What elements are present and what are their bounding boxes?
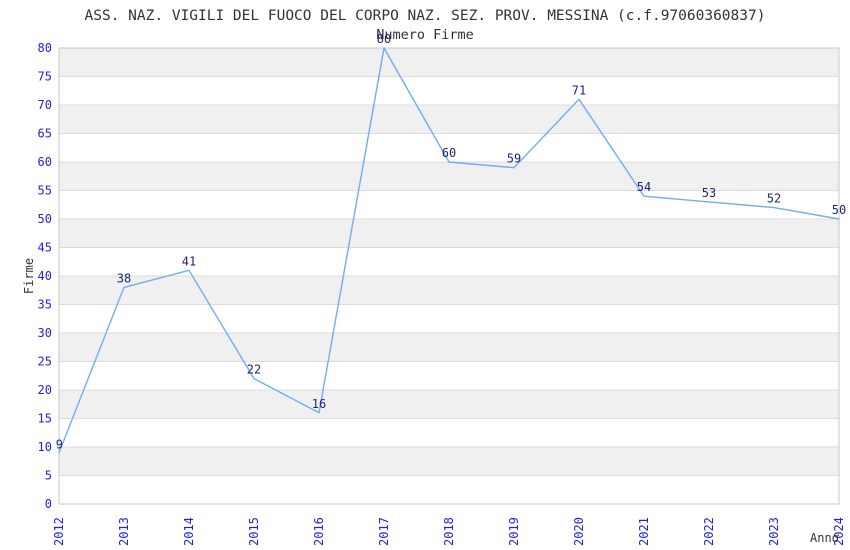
x-axis-title: Anno bbox=[810, 531, 839, 545]
data-label: 59 bbox=[507, 152, 521, 166]
x-tick-label: 2013 bbox=[117, 517, 131, 546]
y-tick-label: 65 bbox=[38, 127, 52, 141]
y-tick-label: 20 bbox=[38, 383, 52, 397]
y-tick-label: 60 bbox=[38, 155, 52, 169]
x-tick-label: 2019 bbox=[507, 517, 521, 546]
y-tick-label: 80 bbox=[38, 41, 52, 55]
y-tick-label: 35 bbox=[38, 298, 52, 312]
grid-band bbox=[59, 390, 839, 419]
grid-band bbox=[59, 162, 839, 191]
data-label: 54 bbox=[637, 180, 651, 194]
y-tick-label: 50 bbox=[38, 212, 52, 226]
x-tick-label: 2023 bbox=[767, 517, 781, 546]
grid-band bbox=[59, 276, 839, 305]
x-tick-label: 2016 bbox=[312, 517, 326, 546]
chart-title: ASS. NAZ. VIGILI DEL FUOCO DEL CORPO NAZ… bbox=[84, 8, 766, 24]
grid-band bbox=[59, 447, 839, 476]
grid-band bbox=[59, 48, 839, 77]
y-tick-label: 45 bbox=[38, 241, 52, 255]
y-tick-label: 25 bbox=[38, 355, 52, 369]
y-tick-label: 0 bbox=[45, 497, 52, 511]
plot-border bbox=[58, 47, 840, 505]
y-tick-label: 5 bbox=[45, 469, 52, 483]
y-tick-label: 15 bbox=[38, 412, 52, 426]
data-label: 22 bbox=[247, 363, 261, 377]
y-axis-title: Firme bbox=[22, 257, 36, 295]
data-label: 53 bbox=[702, 186, 716, 200]
data-label: 60 bbox=[442, 146, 456, 160]
y-tick-label: 70 bbox=[38, 98, 52, 112]
data-label: 38 bbox=[117, 271, 131, 285]
y-tick-label: 55 bbox=[38, 184, 52, 198]
y-tick-label: 40 bbox=[38, 269, 52, 283]
y-tick-label: 30 bbox=[38, 326, 52, 340]
y-tick-label: 75 bbox=[38, 70, 52, 84]
x-tick-label: 2015 bbox=[247, 517, 261, 546]
data-line bbox=[58, 47, 840, 454]
data-label: 80 bbox=[377, 32, 391, 46]
data-label: 9 bbox=[56, 438, 63, 452]
x-tick-label: 2021 bbox=[637, 517, 651, 546]
x-tick-label: 2014 bbox=[182, 517, 196, 546]
grid-band bbox=[59, 105, 839, 134]
data-label: 16 bbox=[312, 397, 326, 411]
x-tick-label: 2024 bbox=[832, 517, 846, 546]
x-tick-label: 2020 bbox=[572, 517, 586, 546]
x-tick-label: 2022 bbox=[702, 517, 716, 546]
chart-subtitle: Numero Firme bbox=[376, 27, 474, 43]
data-label: 50 bbox=[832, 203, 846, 217]
data-label: 52 bbox=[767, 192, 781, 206]
data-label: 71 bbox=[572, 83, 586, 97]
grid-band bbox=[59, 219, 839, 248]
x-tick-label: 2018 bbox=[442, 517, 456, 546]
grid-band bbox=[59, 333, 839, 362]
data-label: 41 bbox=[182, 254, 196, 268]
y-tick-label: 10 bbox=[38, 440, 52, 454]
x-tick-label: 2017 bbox=[377, 517, 391, 546]
x-tick-label: 2012 bbox=[52, 517, 66, 546]
